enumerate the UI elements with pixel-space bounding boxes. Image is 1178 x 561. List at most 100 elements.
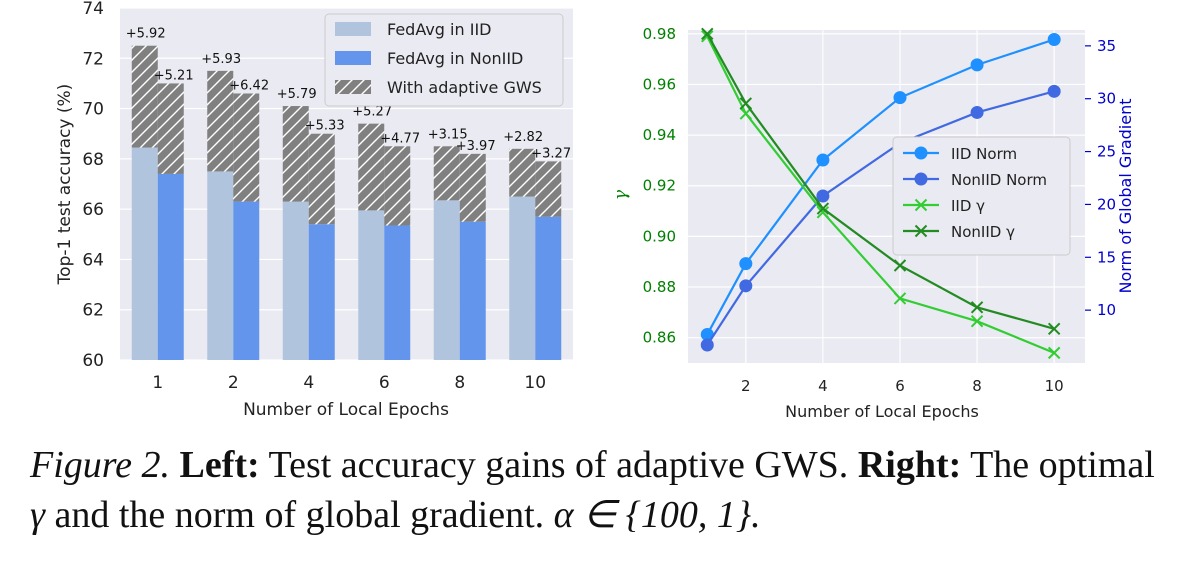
gain-label-noniid: +5.21 bbox=[154, 68, 194, 83]
right-x-tick-label: 2 bbox=[741, 377, 751, 395]
left-x-tick-label: 4 bbox=[303, 373, 314, 393]
left-gain-labels: +5.92 +5.21 +5.93 +6.42 +5.79 +5.33 +5.27 +4.77… bbox=[126, 27, 571, 162]
legend-label: NonIID Norm bbox=[951, 171, 1047, 189]
right-right-y-tick-label: 10 bbox=[1097, 301, 1116, 319]
caption-alpha-expression: α ∈ {100, 1}. bbox=[553, 494, 761, 536]
bar-gws-gain-noniid bbox=[233, 93, 260, 202]
right-x-tick-label: 8 bbox=[972, 377, 982, 395]
right-right-y-tick-label: 15 bbox=[1097, 248, 1116, 266]
caption-right-heading: Right: bbox=[857, 444, 962, 486]
bar-gws-gain-iid bbox=[131, 45, 158, 148]
left-x-tick-label: 8 bbox=[454, 373, 465, 393]
right-right-y-tick-label: 20 bbox=[1097, 195, 1116, 213]
right-right-y-tick-label: 25 bbox=[1097, 143, 1116, 161]
right-right-y-tick-labels: 10 15 20 25 30 35 bbox=[1085, 37, 1116, 319]
right-x-tick-label: 4 bbox=[818, 377, 828, 395]
left-y-tick-label: 68 bbox=[82, 150, 104, 170]
figure-caption: Figure 2. Left: Test accuracy gains of a… bbox=[30, 440, 1170, 540]
data-point bbox=[816, 153, 830, 167]
right-x-tick-label: 6 bbox=[895, 377, 905, 395]
left-x-tick-label: 10 bbox=[524, 373, 546, 393]
right-left-y-tick-label: 0.96 bbox=[643, 75, 676, 93]
legend-label-adaptive-gws: With adaptive GWS bbox=[387, 78, 542, 97]
left-legend-box bbox=[324, 13, 564, 107]
bar-gws-gain-noniid bbox=[535, 161, 562, 217]
bar-fedavg-noniid bbox=[535, 216, 562, 360]
legend-label: NonIID γ bbox=[951, 223, 1015, 241]
data-point bbox=[739, 279, 753, 293]
bar-fedavg-iid bbox=[207, 171, 234, 360]
right-left-y-tick-label: 0.94 bbox=[643, 126, 676, 144]
bar-gws-gain-noniid bbox=[459, 153, 486, 222]
right-x-axis-label: Number of Local Epochs bbox=[785, 402, 979, 421]
data-point bbox=[893, 292, 907, 305]
caption-left-heading: Left: bbox=[179, 444, 260, 486]
data-point bbox=[970, 58, 984, 72]
gain-label-iid: +5.79 bbox=[277, 87, 317, 102]
data-point bbox=[700, 338, 714, 352]
bar-fedavg-noniid bbox=[459, 221, 486, 360]
left-y-tick-label: 74 bbox=[82, 0, 104, 19]
series-noniid- bbox=[701, 27, 1061, 336]
left-x-tick-label: 6 bbox=[379, 373, 390, 393]
data-point bbox=[700, 327, 714, 341]
bar-fedavg-noniid bbox=[384, 225, 411, 360]
legend-label-fedavg-noniid: FedAvg in NonIID bbox=[387, 49, 523, 68]
bar-fedavg-iid bbox=[282, 201, 309, 360]
gain-label-noniid: +6.42 bbox=[229, 78, 269, 93]
right-series-lines bbox=[700, 27, 1061, 360]
caption-left-text: Test accuracy gains of adaptive GWS. bbox=[268, 444, 849, 486]
right-legend: IID Norm NonIID Norm IID γ NonIID γ bbox=[892, 136, 1071, 256]
right-legend-box bbox=[892, 136, 1071, 256]
right-left-y-tick-label: 0.86 bbox=[643, 329, 676, 347]
right-legend-item: IID γ bbox=[903, 197, 985, 215]
legend-marker bbox=[914, 224, 928, 238]
series-line bbox=[706, 33, 1055, 330]
gain-label-iid: +5.27 bbox=[352, 105, 392, 120]
gain-label-iid: +3.15 bbox=[428, 127, 468, 142]
bar-fedavg-iid bbox=[131, 147, 158, 360]
gain-label-noniid: +4.77 bbox=[380, 131, 420, 146]
bar-fedavg-iid bbox=[433, 200, 460, 360]
left-chart: +5.92 +5.21 +5.93 +6.42 +5.79 +5.33 +5.27 +4.77… bbox=[55, 0, 573, 420]
gain-label-noniid: +3.27 bbox=[531, 146, 571, 161]
caption-mid-text: and the norm of global gradient. bbox=[54, 494, 545, 536]
left-y-tick-label: 60 bbox=[82, 351, 104, 371]
left-legend: FedAvg in IID FedAvg in NonIID With adap… bbox=[324, 13, 564, 107]
legend-marker bbox=[914, 198, 928, 212]
legend-marker bbox=[914, 146, 928, 160]
left-y-tick-label: 64 bbox=[82, 250, 104, 270]
bar-gws-gain-iid bbox=[433, 146, 460, 201]
left-y-axis-label: Top-1 test accuracy (%) bbox=[55, 84, 75, 286]
figure: +5.92 +5.21 +5.93 +6.42 +5.79 +5.33 +5.27 +4.77… bbox=[55, 0, 1135, 421]
right-left-y-tick-labels: 0.86 0.88 0.90 0.92 0.94 0.96 0.98 bbox=[643, 25, 676, 347]
bar-gws-gain-iid bbox=[282, 106, 309, 202]
right-chart: 0.86 0.88 0.90 0.92 0.94 0.96 0.98 10 15 20 25 30 3… bbox=[611, 25, 1135, 421]
gain-label-iid: +2.82 bbox=[503, 130, 543, 145]
left-x-axis-label: Number of Local Epochs bbox=[243, 400, 449, 420]
right-left-y-tick-label: 0.90 bbox=[643, 227, 676, 245]
bar-gws-gain-noniid bbox=[384, 146, 411, 226]
right-legend-item: IID Norm bbox=[903, 145, 1017, 163]
data-point bbox=[1047, 346, 1061, 360]
left-y-tick-labels: 60 62 64 66 68 70 72 74 bbox=[82, 0, 104, 371]
legend-label: IID γ bbox=[951, 197, 985, 215]
legend-swatch-fedavg-noniid bbox=[335, 51, 371, 65]
left-y-tick-label: 62 bbox=[82, 301, 104, 321]
data-point bbox=[1047, 322, 1061, 336]
right-left-y-tick-label: 0.98 bbox=[643, 25, 676, 43]
data-point bbox=[970, 301, 984, 314]
right-x-tick-label: 10 bbox=[1045, 377, 1064, 395]
data-point bbox=[816, 202, 830, 215]
legend-swatch-adaptive-gws bbox=[335, 80, 371, 94]
series-line bbox=[706, 38, 1055, 335]
right-legend-item: NonIID Norm bbox=[903, 171, 1047, 189]
right-left-y-axis-label: γ bbox=[611, 189, 631, 200]
right-legend-items: IID Norm NonIID Norm IID γ NonIID γ bbox=[903, 145, 1047, 241]
right-left-y-tick-label: 0.92 bbox=[643, 177, 676, 195]
series-iid-norm bbox=[700, 33, 1061, 341]
right-left-y-tick-label: 0.88 bbox=[643, 278, 676, 296]
bar-fedavg-noniid bbox=[308, 224, 335, 360]
data-point bbox=[739, 97, 753, 110]
data-point bbox=[1047, 33, 1061, 47]
